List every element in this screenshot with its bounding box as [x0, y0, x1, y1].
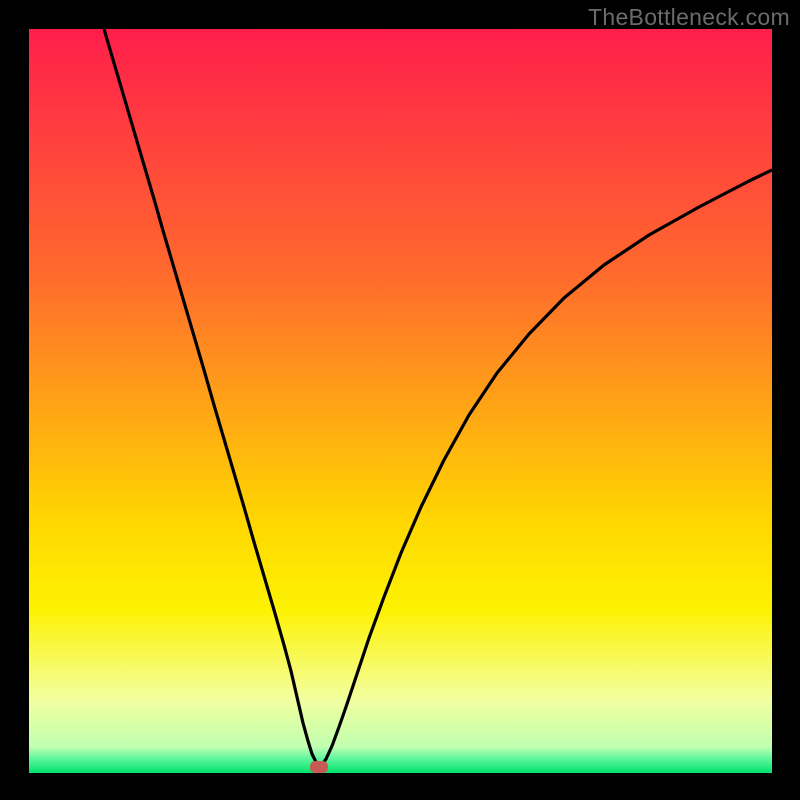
optimal-point-marker: [310, 761, 328, 773]
watermark-text: TheBottleneck.com: [588, 4, 790, 31]
plot-gradient-area: [29, 29, 772, 773]
bottleneck-curve: [29, 29, 772, 773]
